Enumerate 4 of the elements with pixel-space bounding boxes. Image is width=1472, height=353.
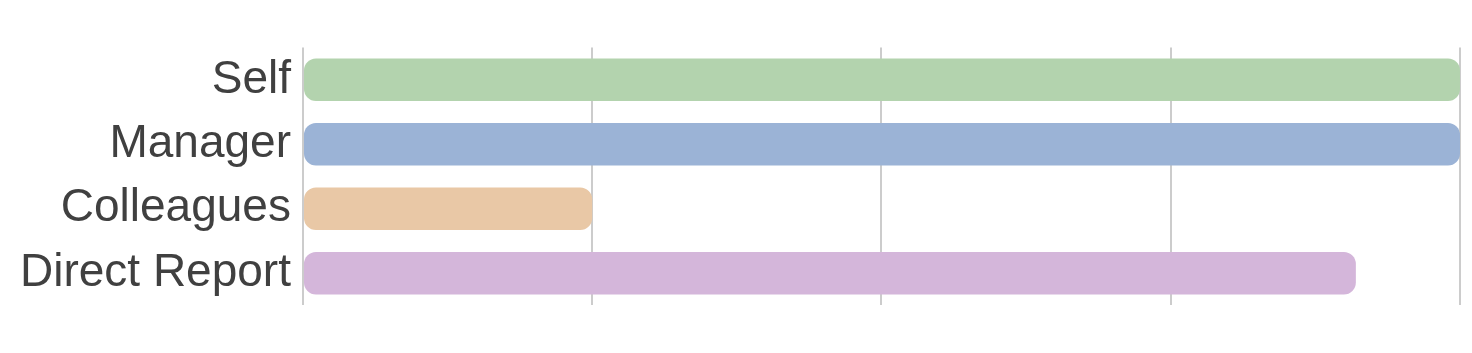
y-tick-label: Colleagues	[60, 179, 291, 232]
y-tick-label: Manager	[109, 114, 291, 167]
y-tick-label: Self	[211, 50, 292, 103]
y-tick-label: Direct Report	[20, 243, 292, 296]
